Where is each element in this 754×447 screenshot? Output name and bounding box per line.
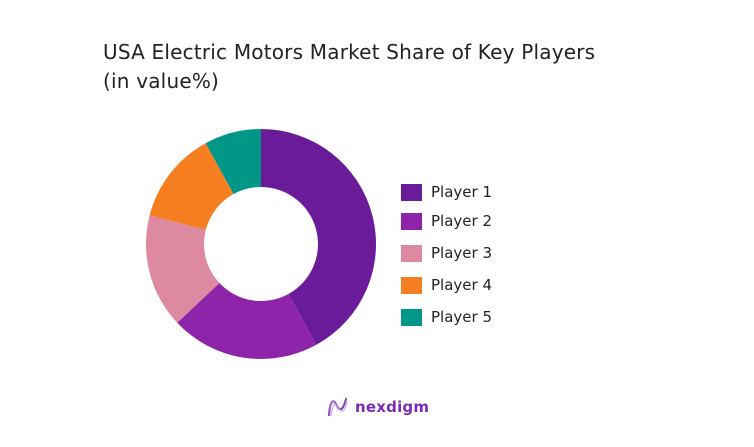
chart-title-line2: (in value%) bbox=[103, 69, 220, 93]
legend-item-player-2: Player 2 bbox=[401, 205, 492, 237]
nexdigm-logo: nexdigm bbox=[327, 396, 429, 418]
chart-title-line1: USA Electric Motors Market Share of Key … bbox=[103, 40, 596, 64]
nexdigm-wave-icon bbox=[327, 397, 348, 417]
donut-slice-player-3 bbox=[145, 215, 220, 323]
legend-swatch bbox=[401, 183, 422, 201]
donut-slice-player-2 bbox=[177, 283, 317, 359]
legend-item-player-1: Player 1 bbox=[401, 176, 492, 208]
legend-label: Player 2 bbox=[431, 212, 492, 230]
legend-swatch bbox=[401, 308, 422, 326]
legend-item-player-3: Player 3 bbox=[401, 237, 492, 269]
legend-swatch bbox=[401, 212, 422, 230]
legend-item-player-4: Player 4 bbox=[401, 269, 492, 301]
legend-swatch bbox=[401, 244, 422, 262]
legend-label: Player 4 bbox=[431, 276, 492, 294]
chart-legend: Player 1 Player 2 Player 3 Player 4 Play… bbox=[401, 176, 492, 333]
donut-slice-player-4 bbox=[149, 143, 234, 230]
legend-label: Player 5 bbox=[431, 308, 492, 326]
logo-text: nexdigm bbox=[355, 398, 430, 416]
legend-swatch bbox=[401, 276, 422, 294]
chart-title: USA Electric Motors Market Share of Key … bbox=[103, 38, 595, 96]
legend-label: Player 1 bbox=[431, 183, 492, 201]
donut-slice-player-1 bbox=[261, 129, 376, 345]
legend-label: Player 3 bbox=[431, 244, 492, 262]
legend-item-player-5: Player 5 bbox=[401, 301, 492, 333]
donut-slice-player-5 bbox=[205, 129, 261, 195]
donut-slices bbox=[145, 129, 376, 359]
